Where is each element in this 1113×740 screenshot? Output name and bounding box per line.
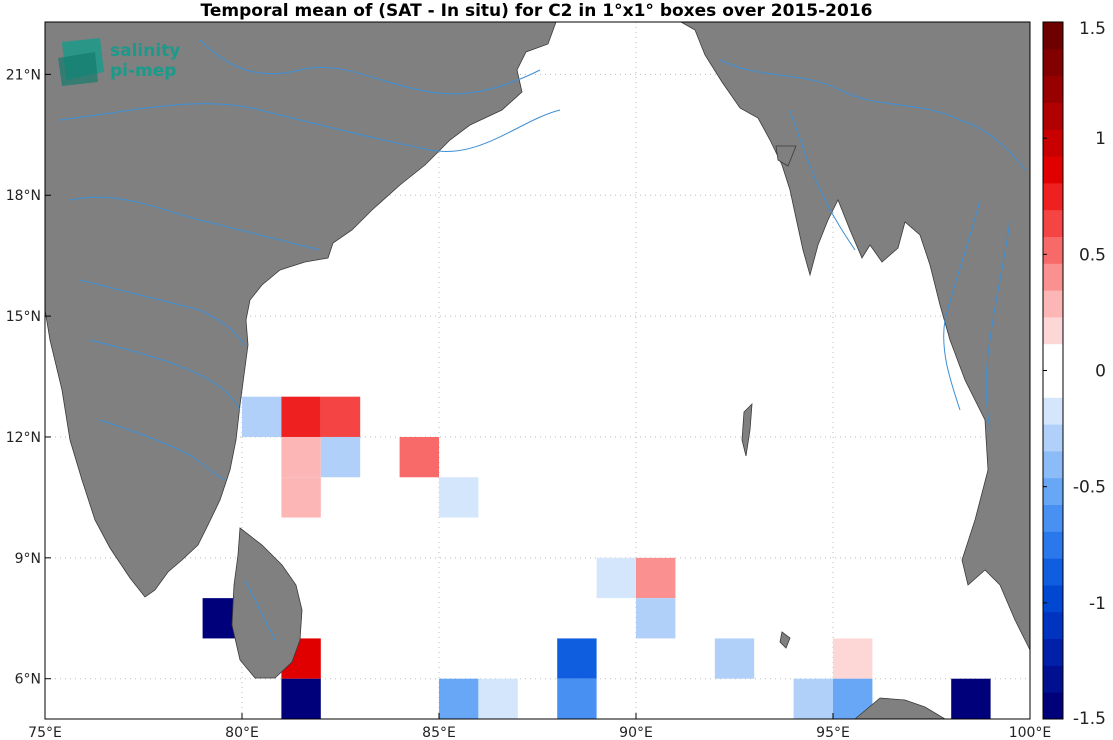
land-india xyxy=(44,21,557,598)
data-cell xyxy=(557,678,597,719)
colorbar-segment xyxy=(1043,692,1063,720)
colorbar-segment xyxy=(1043,129,1063,157)
data-cell xyxy=(557,638,597,679)
river-irrawaddy xyxy=(943,199,981,411)
data-cell xyxy=(636,598,676,639)
x-tick-labels: 75°E 80°E 85°E 90°E 95°E 100°E xyxy=(28,713,1051,740)
colorbar-tick-label: -1.5 xyxy=(1073,709,1106,729)
colorbar-segment xyxy=(1043,531,1063,559)
colorbar-segment xyxy=(1043,343,1063,371)
colorbar-tick-label: 1.5 xyxy=(1079,19,1106,39)
colorbar-tick-label: -0.5 xyxy=(1073,478,1106,498)
data-cell xyxy=(320,436,361,478)
colorbar-segment xyxy=(1043,290,1063,318)
colorbar-tick-label: 0.5 xyxy=(1079,245,1106,265)
colorbar-segment xyxy=(1043,263,1063,291)
x-tick-label: 75°E xyxy=(28,725,62,740)
data-cell xyxy=(281,396,321,437)
colorbar-segment xyxy=(1043,209,1063,237)
colorbar-segment xyxy=(1043,477,1063,506)
data-cell xyxy=(399,436,439,478)
data-cell xyxy=(714,638,755,679)
colorbar-segment xyxy=(1043,638,1063,666)
x-tick-label: 100°E xyxy=(1009,725,1052,740)
y-tick-label: 12°N xyxy=(6,430,41,446)
river-salween xyxy=(985,219,1011,431)
river-godavari xyxy=(79,279,246,346)
colorbar-segment xyxy=(1043,48,1063,77)
data-cell xyxy=(833,638,873,679)
colorbar-tick-label: 0 xyxy=(1095,362,1106,382)
colorbar-segment xyxy=(1043,558,1063,586)
y-tick-label: 18°N xyxy=(6,188,41,204)
data-cell xyxy=(636,557,676,599)
colorbar-segment xyxy=(1043,102,1063,130)
colorbar-segment xyxy=(1043,75,1063,103)
river-central xyxy=(69,196,321,251)
data-cell xyxy=(281,436,321,478)
river-north xyxy=(199,39,541,95)
data-cell xyxy=(439,477,479,518)
colorbar-segment xyxy=(1043,316,1063,345)
river-brahmaputra xyxy=(719,59,1026,171)
colorbar-segment xyxy=(1043,504,1063,532)
colorbar-segment xyxy=(1043,584,1063,613)
data-cell xyxy=(439,678,479,719)
colorbar-segment xyxy=(1043,236,1063,264)
y-tick-label: 15°N xyxy=(6,309,41,325)
colorbar-segment xyxy=(1043,424,1063,452)
land-masses xyxy=(44,21,1031,720)
colorbar xyxy=(1042,21,1064,720)
plot-frame xyxy=(44,21,1031,720)
colorbar-segment xyxy=(1043,370,1063,398)
land-andaman xyxy=(741,402,753,457)
x-tick-label: 95°E xyxy=(816,725,850,740)
data-cell xyxy=(281,477,321,518)
river-south xyxy=(99,419,226,481)
map-title: Temporal mean of (SAT - In situ) for C2 … xyxy=(200,1,873,21)
river-lanka xyxy=(244,579,276,641)
river-krishna xyxy=(89,339,241,411)
colorbar-tick-labels: 1.5 1 0.5 0 -0.5 -1 -1.5 xyxy=(1043,19,1106,729)
y-tick-label: 21°N xyxy=(6,67,41,83)
data-cell xyxy=(478,678,518,719)
data-cell xyxy=(281,678,321,719)
river-meghna xyxy=(789,109,856,251)
colorbar-segment xyxy=(1043,450,1063,479)
data-cell xyxy=(793,678,833,719)
land-nicobar xyxy=(779,631,791,649)
rivers xyxy=(59,39,1026,641)
y-tick-labels: 6°N 9°N 12°N 15°N 18°N 21°N xyxy=(6,67,51,688)
colorbar-segment xyxy=(1043,22,1063,50)
land-sri-lanka xyxy=(231,527,303,679)
data-cell xyxy=(242,396,282,437)
colorbar-tick-label: 1 xyxy=(1095,129,1106,149)
colorbar-segment xyxy=(1043,665,1063,693)
x-tick-label: 80°E xyxy=(225,725,259,740)
colorbar-tick-label: -1 xyxy=(1089,594,1106,614)
colorbar-segment xyxy=(1043,611,1063,640)
x-tick-label: 85°E xyxy=(422,725,456,740)
y-tick-label: 6°N xyxy=(15,672,41,688)
data-cell xyxy=(596,557,636,599)
salinity-pi-mep-logo: salinity pi-mep xyxy=(58,38,180,86)
colorbar-segment xyxy=(1043,397,1063,425)
data-cell xyxy=(320,396,361,437)
y-tick-label: 9°N xyxy=(15,551,41,567)
colorbar-segment xyxy=(1043,156,1063,184)
logo-text-line2: pi-mep xyxy=(110,61,176,81)
x-tick-label: 90°E xyxy=(619,725,653,740)
river-ganges xyxy=(59,103,561,152)
land-delta-island xyxy=(775,145,797,167)
colorbar-segment xyxy=(1043,182,1063,211)
data-cell xyxy=(951,678,991,719)
logo-text-line1: salinity xyxy=(110,41,180,61)
land-east xyxy=(679,21,1031,651)
